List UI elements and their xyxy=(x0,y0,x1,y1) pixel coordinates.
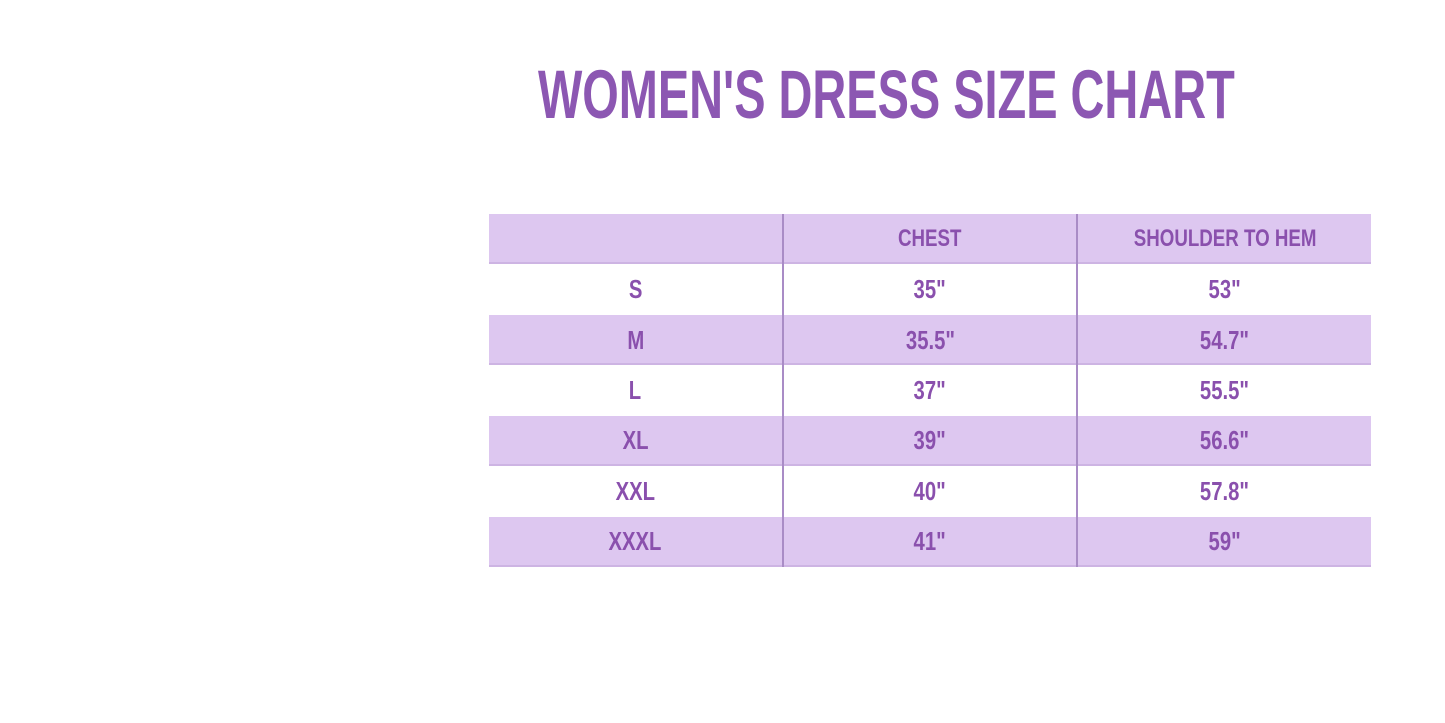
shoulder-to-hem-cell: 55.5" xyxy=(1076,365,1371,416)
chest-value: 40" xyxy=(913,475,947,506)
size-chart-table: CHEST SHOULDER TO HEM S 35" 53" M 35.5" xyxy=(489,214,1371,567)
chest-cell: 37" xyxy=(781,365,1077,416)
header-cell-chest: CHEST xyxy=(781,214,1077,265)
shoulder-to-hem-cell: 57.8" xyxy=(1076,466,1371,517)
size-label: XXL xyxy=(615,475,656,506)
chest-value: 35.5" xyxy=(905,324,955,355)
shoulder-to-hem-cell: 54.7" xyxy=(1076,314,1371,366)
chest-cell: 40" xyxy=(781,466,1077,517)
shoulder-to-hem-value: 55.5" xyxy=(1200,374,1250,405)
shoulder-to-hem-value: 56.6" xyxy=(1200,425,1250,456)
chest-cell: 35" xyxy=(781,264,1077,315)
size-cell: XXXL xyxy=(489,517,782,567)
size-cell: XXL xyxy=(489,466,782,516)
header-cell-size xyxy=(489,214,782,264)
table-row-xxl: XXL 40" 57.8" xyxy=(489,466,1371,517)
chest-value: 37" xyxy=(913,374,947,405)
page-title-text: WOMEN'S DRESS SIZE CHART xyxy=(538,56,1235,133)
shoulder-to-hem-value: 54.7" xyxy=(1200,324,1250,355)
table-row-xxxl: XXXL 41" 59" xyxy=(489,516,1371,567)
size-label: L xyxy=(629,374,642,405)
shoulder-to-hem-value: 59" xyxy=(1208,526,1241,557)
shoulder-to-hem-value: 53" xyxy=(1208,274,1241,305)
chest-cell: 35.5" xyxy=(781,314,1077,366)
size-cell: M xyxy=(489,315,782,365)
table-row-l: L 37" 55.5" xyxy=(489,365,1371,416)
header-shoulder-to-hem-label: SHOULDER TO HEM xyxy=(1133,225,1317,253)
size-label: XXXL xyxy=(608,526,662,557)
shoulder-to-hem-cell: 56.6" xyxy=(1076,415,1371,467)
chest-value: 41" xyxy=(913,526,947,557)
size-cell: XL xyxy=(489,416,782,466)
size-label: M xyxy=(626,324,644,355)
size-cell: L xyxy=(489,365,782,415)
shoulder-to-hem-cell: 53" xyxy=(1076,264,1371,315)
size-label: XL xyxy=(622,425,649,456)
table-row-xl: XL 39" 56.6" xyxy=(489,415,1371,467)
chest-cell: 41" xyxy=(781,516,1077,567)
chest-value: 35" xyxy=(913,274,947,305)
shoulder-to-hem-cell: 59" xyxy=(1076,516,1371,567)
page-title: WOMEN'S DRESS SIZE CHART xyxy=(538,60,1445,129)
table-row-s: S 35" 53" xyxy=(489,264,1371,315)
shoulder-to-hem-value: 57.8" xyxy=(1200,475,1250,506)
table-header-row: CHEST SHOULDER TO HEM xyxy=(489,214,1371,265)
chest-value: 39" xyxy=(913,425,947,456)
size-cell: S xyxy=(489,264,782,314)
table-row-m: M 35.5" 54.7" xyxy=(489,314,1371,366)
header-chest-label: CHEST xyxy=(898,225,962,253)
size-label: S xyxy=(628,274,643,305)
header-cell-shoulder-to-hem: SHOULDER TO HEM xyxy=(1076,214,1371,265)
chest-cell: 39" xyxy=(781,415,1077,467)
